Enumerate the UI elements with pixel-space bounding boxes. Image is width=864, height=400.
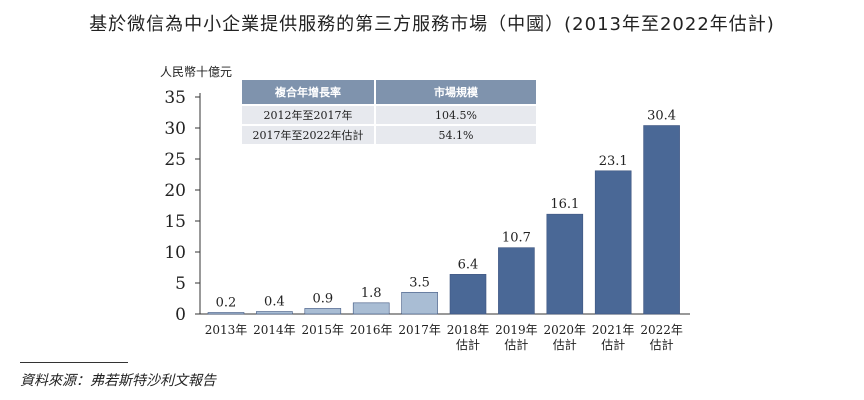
table-header-cagr: 複合年增長率 xyxy=(242,80,374,104)
bar xyxy=(256,311,293,315)
x-tick-label: 估計 xyxy=(504,337,528,352)
y-axis-label: 人民幣十億元 xyxy=(160,65,232,79)
table-cell-period: 2017年至2022年估計 xyxy=(242,126,374,144)
y-tick-label: 25 xyxy=(164,150,186,170)
y-tick-label: 35 xyxy=(164,88,186,108)
x-tick-label: 2018年 xyxy=(447,323,490,337)
table-header-market-size: 市場規模 xyxy=(374,80,536,104)
x-tick-label: 估計 xyxy=(650,337,674,352)
data-label: 30.4 xyxy=(647,109,676,124)
bar xyxy=(546,213,584,315)
data-label: 0.2 xyxy=(216,296,237,311)
x-tick-label: 2013年 xyxy=(205,323,248,337)
table-row: 2012年至2017年 104.5% xyxy=(242,106,536,124)
data-label: 23.1 xyxy=(599,154,628,169)
bar xyxy=(304,308,342,315)
data-label: 6.4 xyxy=(458,257,479,272)
bar xyxy=(352,302,390,315)
cagr-table: 複合年增長率 市場規模 2012年至2017年 104.5% 2017年至202… xyxy=(242,78,536,146)
x-tick-label: 2022年 xyxy=(640,323,683,337)
x-tick-label: 估計 xyxy=(553,337,577,352)
x-tick-label: 估計 xyxy=(456,337,480,352)
x-tick-label: 2014年 xyxy=(253,323,296,337)
source-note: 資料來源：弗若斯特沙利文報告 xyxy=(20,373,216,389)
x-tick-label: 2015年 xyxy=(302,323,345,337)
x-tick-label: 2016年 xyxy=(350,323,393,337)
data-label: 3.5 xyxy=(409,275,430,290)
bar xyxy=(401,291,438,315)
bar xyxy=(594,170,632,315)
y-tick-label: 15 xyxy=(164,212,186,232)
y-tick-label: 0 xyxy=(175,305,186,325)
data-label: 16.1 xyxy=(550,197,579,212)
source-divider xyxy=(20,362,128,363)
data-label: 0.9 xyxy=(312,291,333,306)
data-label: 1.8 xyxy=(361,286,382,301)
bar xyxy=(643,125,680,315)
x-tick-label: 2017年 xyxy=(398,323,441,337)
bar xyxy=(449,274,487,315)
data-label: 0.4 xyxy=(264,295,285,310)
x-tick-label: 2020年 xyxy=(544,323,587,337)
y-tick-label: 10 xyxy=(164,243,186,263)
x-tick-label: 2021年 xyxy=(592,323,635,337)
axes: 0 5 10 15 20 25 30 35 xyxy=(164,88,690,325)
table-cell-period: 2012年至2017年 xyxy=(242,106,374,124)
bar xyxy=(207,312,245,315)
table-cell-cagr: 104.5% xyxy=(374,106,536,124)
chart-title: 基於微信為中小企業提供服務的第三方服務市場（中國）(2013年至2022年估計) xyxy=(89,14,775,35)
bars: 0.2 0.4 0.9 1.8 3.5 6.4 10.7 16.1 23.1 30.4 xyxy=(207,109,680,315)
y-tick-label: 5 xyxy=(175,274,186,294)
x-tick-label: 估計 xyxy=(601,337,625,352)
x-axis-labels: 2013年 2014年 2015年 2016年 2017年 2018年估計2019年估計2… xyxy=(205,323,683,352)
x-tick-label: 2019年 xyxy=(495,323,538,337)
bar xyxy=(498,247,535,315)
table-cell-cagr: 54.1% xyxy=(374,126,536,144)
data-label: 10.7 xyxy=(502,231,531,246)
table-row: 2017年至2022年估計 54.1% xyxy=(242,126,536,144)
y-tick-label: 30 xyxy=(164,119,186,139)
y-tick-label: 20 xyxy=(164,181,186,201)
